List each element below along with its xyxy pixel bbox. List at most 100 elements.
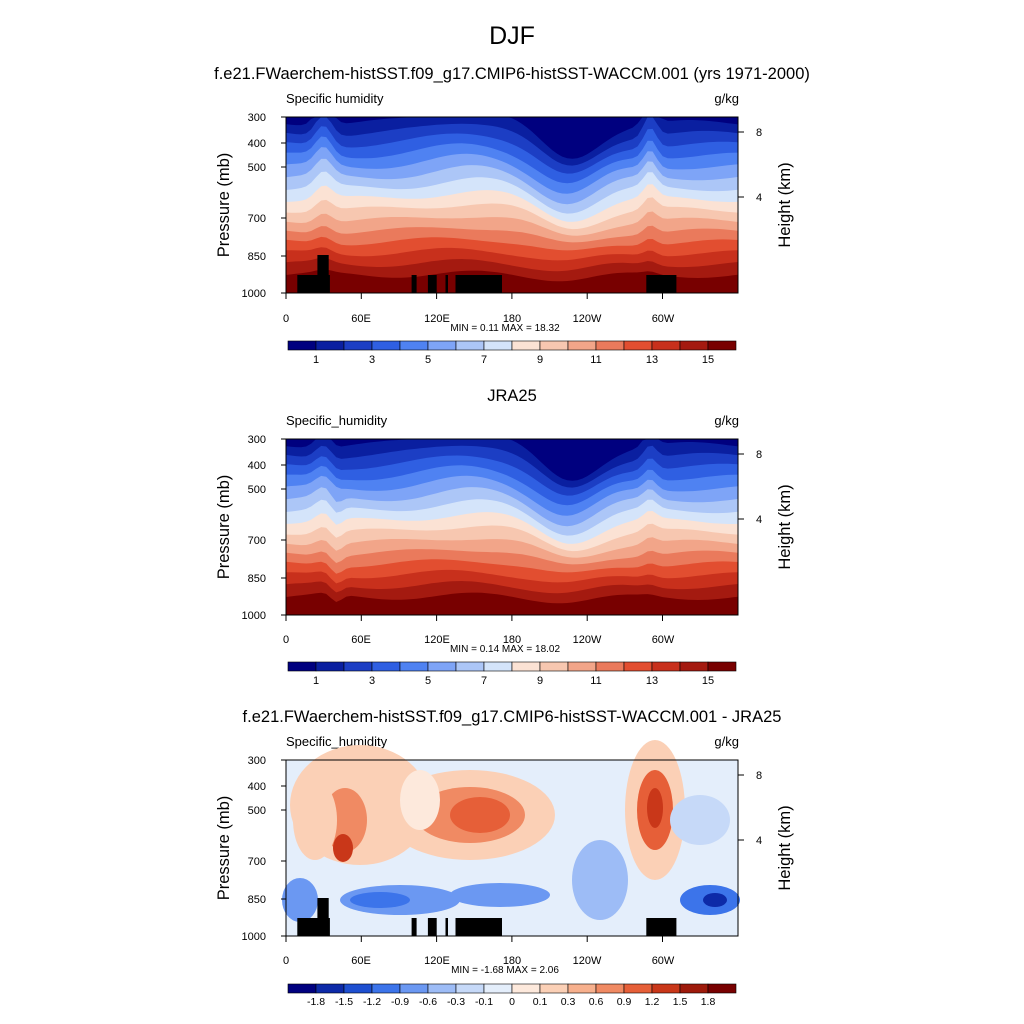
- y-axis-title: Pressure (mb): [215, 153, 233, 258]
- colorbar-box: [371, 983, 401, 994]
- colorbar-box: [427, 661, 457, 672]
- colorbar-box: [287, 661, 317, 672]
- x-axis-labels: 0 60E 120E 180 120W 60W: [283, 313, 675, 325]
- x-tick-label: 120E: [424, 955, 450, 967]
- y-tick-label: 700: [248, 213, 266, 225]
- colorbar-label: 1: [313, 675, 319, 687]
- panel-title: f.e21.FWaerchem-histSST.f09_g17.CMIP6-hi…: [243, 708, 782, 726]
- units-label: g/kg: [714, 734, 739, 749]
- panel-reanalysis: JRA25 Specific_humidity g/kg 300 400 500…: [215, 387, 794, 687]
- left-label: Specific_humidity: [286, 413, 388, 428]
- terrain-block: [427, 918, 437, 936]
- y2-axis-title: Height (km): [776, 162, 794, 247]
- difference-blob: [293, 780, 337, 860]
- stats-label: MIN = 0.11 MAX = 18.32: [450, 323, 560, 334]
- y-tick-label: 500: [248, 805, 266, 817]
- y2-axis-labels: 8 4: [756, 770, 762, 847]
- x-tick-label: 60E: [351, 955, 371, 967]
- y-axis-labels: 300 400 500 700 850 1000: [242, 112, 266, 300]
- colorbar-box: [651, 983, 681, 994]
- colorbar-box: [595, 661, 625, 672]
- colorbar-label: 13: [646, 354, 658, 366]
- colorbar-box: [371, 340, 401, 351]
- y2-axis-labels: 8 4: [756, 127, 762, 204]
- contour-band: [286, 592, 738, 615]
- colorbar-label: 3: [369, 675, 375, 687]
- y-tick-label: 850: [248, 573, 266, 585]
- x-tick-label: 180: [503, 955, 521, 967]
- colorbar-box: [315, 340, 345, 351]
- terrain-mask: [297, 898, 677, 936]
- left-label: Specific humidity: [286, 91, 384, 106]
- x-tick-label: 60W: [652, 313, 675, 325]
- colorbar-label: 13: [646, 675, 658, 687]
- colorbar-box: [483, 340, 513, 351]
- colorbar-labels: -1.8 -1.5 -1.2 -0.9 -0.6 -0.3 -0.1 0 0.1…: [307, 996, 715, 1008]
- difference-blob: [670, 795, 730, 845]
- colorbar-label: 9: [537, 354, 543, 366]
- colorbar-box: [567, 340, 597, 351]
- colorbar-label: -0.6: [419, 996, 437, 1008]
- colorbar-box: [343, 340, 373, 351]
- colorbar-box: [455, 983, 485, 994]
- x-tick-label: 60W: [652, 955, 675, 967]
- panel-model: f.e21.FWaerchem-histSST.f09_g17.CMIP6-hi…: [214, 65, 810, 366]
- colorbar-label: 0.1: [533, 996, 548, 1008]
- x-tick-label: 0: [283, 634, 289, 646]
- contour-band: [286, 269, 738, 293]
- colorbar-box: [483, 661, 513, 672]
- colorbar-box: [371, 661, 401, 672]
- contour-bands: [286, 439, 738, 615]
- colorbar-label: -1.8: [307, 996, 325, 1008]
- terrain-block: [445, 275, 448, 293]
- colorbar-box: [511, 661, 541, 672]
- plot-area: [285, 438, 739, 616]
- difference-blob: [572, 840, 628, 920]
- x-axis-labels: 0 60E 120E 180 120W 60W: [283, 634, 675, 646]
- y-tick-label: 500: [248, 162, 266, 174]
- colorbar-box: [455, 340, 485, 351]
- colorbar-label: 3: [369, 354, 375, 366]
- x-tick-label: 180: [503, 313, 521, 325]
- y2-axis-title: Height (km): [776, 805, 794, 890]
- colorbar-label: -1.5: [335, 996, 353, 1008]
- colorbar-box: [679, 661, 709, 672]
- colorbar: 1 3 5 7 9 11 13 15: [287, 661, 737, 687]
- colorbar-box: [287, 340, 317, 351]
- x-tick-label: 60E: [351, 634, 371, 646]
- plot-area: [282, 740, 740, 937]
- y-tick-label: 700: [248, 856, 266, 868]
- colorbar-label: 5: [425, 354, 431, 366]
- terrain-block: [646, 275, 677, 293]
- terrain-block: [411, 275, 417, 293]
- y-tick-label: 300: [248, 755, 266, 767]
- colorbar-box: [679, 983, 709, 994]
- difference-blob: [333, 834, 353, 862]
- colorbar-box: [707, 983, 737, 994]
- y-tick-label: 300: [248, 112, 266, 124]
- colorbar-boxes: [287, 661, 737, 672]
- figure-title: DJF: [489, 22, 535, 50]
- colorbar-box: [315, 661, 345, 672]
- x-tick-label: 120E: [424, 634, 450, 646]
- difference-fields: [282, 740, 740, 922]
- colorbar-label: 5: [425, 675, 431, 687]
- x-tick-label: 0: [283, 955, 289, 967]
- x-tick-label: 120E: [424, 313, 450, 325]
- colorbar-label: 11: [590, 354, 601, 366]
- axis-ticks: [281, 438, 744, 621]
- colorbar-boxes: [287, 983, 737, 994]
- terrain-block: [646, 918, 677, 936]
- x-tick-label: 120W: [573, 313, 602, 325]
- colorbar-label: 0.3: [561, 996, 576, 1008]
- colorbar-label: 7: [481, 675, 487, 687]
- y2-tick-label: 8: [756, 127, 762, 139]
- y-axis-labels: 300 400 500 700 850 1000: [242, 755, 266, 943]
- difference-blob: [400, 770, 440, 830]
- colorbar-box: [623, 983, 653, 994]
- panel-title: JRA25: [487, 387, 537, 405]
- colorbar-label: -1.2: [363, 996, 381, 1008]
- y2-tick-label: 4: [756, 514, 762, 526]
- colorbar-box: [679, 340, 709, 351]
- colorbar-box: [567, 661, 597, 672]
